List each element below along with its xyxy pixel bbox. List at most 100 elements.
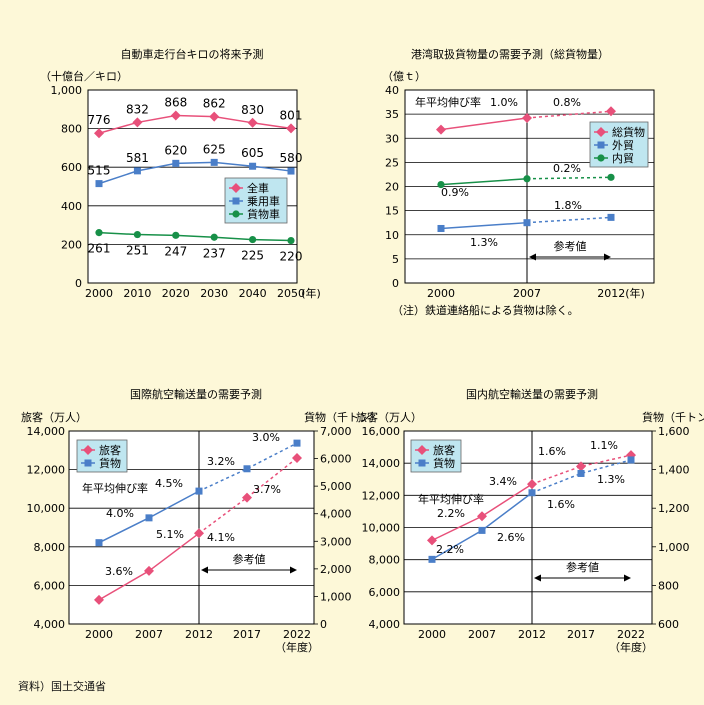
data-point [247, 117, 258, 128]
y-tick-label: 12,000 [27, 464, 66, 477]
data-point [286, 123, 296, 134]
y-tick-label: 800 [61, 123, 82, 136]
data-label: 220 [280, 250, 303, 264]
series-line [440, 117, 528, 131]
growth-rate-value: 2.2% [437, 507, 465, 520]
data-point [94, 594, 104, 605]
y2-tick-label: 7,000 [320, 425, 352, 438]
data-label: 868 [164, 95, 187, 109]
growth-rate-value: 2.2% [436, 543, 464, 556]
data-point [95, 229, 103, 237]
chart-vehicle-km: 0 200 400 600 800 1,000 2000 2010 2020 2030 2040 20… [40, 47, 321, 300]
data-point [133, 167, 141, 175]
x-tick-label: 2000 [427, 287, 455, 300]
y-tick-label: 35 [385, 108, 399, 121]
series-line [98, 114, 292, 134]
growth-rate-value: 1.3% [597, 473, 625, 486]
y2-tick-label: 4,000 [320, 508, 352, 521]
y-tick-label: 16,000 [362, 425, 401, 438]
y2-tick-label: 1,000 [658, 541, 690, 554]
growth-rate-value: 3.6% [105, 565, 133, 578]
y-tick-label: 20 [385, 181, 399, 194]
series-line-forecast [526, 110, 612, 119]
series-line [440, 178, 528, 186]
y-tick-label: 8,000 [369, 554, 401, 567]
y-tick-label: 12,000 [362, 489, 401, 502]
legend-label: 貨物車 [247, 207, 280, 221]
legend-marker [83, 445, 93, 455]
y-tick-label: 40 [385, 84, 399, 97]
data-point [437, 224, 445, 232]
data-point [170, 110, 181, 121]
y-tick-label: 6,000 [34, 579, 66, 592]
data-point [528, 489, 536, 497]
data-point [249, 235, 257, 244]
data-point [242, 492, 252, 503]
chart-title: 国内航空輸送量の需要予測 [466, 387, 598, 401]
y2-tick-label: 800 [658, 579, 679, 592]
growth-rate-value: 0.2% [553, 162, 581, 175]
y-tick-label: 600 [61, 161, 82, 174]
y2-tick-label: 5,000 [320, 480, 352, 493]
data-label: 225 [241, 249, 264, 263]
data-point [428, 555, 436, 563]
series-line-forecast [198, 442, 298, 492]
data-label: 581 [126, 151, 149, 165]
y-tick-label: 0 [75, 277, 82, 290]
growth-rate-value: 3.4% [489, 475, 517, 488]
y-axis-label: 旅客（万人） [21, 410, 87, 424]
chart-title: 国際航空輸送量の需要予測 [130, 387, 262, 401]
data-label: 261 [88, 242, 111, 256]
y-tick-label: 14,000 [362, 457, 401, 470]
growth-rate-value: 3.7% [253, 483, 281, 496]
chart-title: 港湾取扱貨物量の需要予測（総貨物量） [411, 47, 609, 61]
data-label: 605 [241, 146, 264, 160]
reference-arrow-right [604, 253, 611, 261]
data-point [606, 106, 616, 117]
reference-arrow-right [290, 566, 297, 574]
x-tick-label: 2040 [239, 287, 267, 300]
y-tick-label: 5 [392, 253, 399, 266]
data-point [194, 528, 204, 539]
y-tick-label: 30 [385, 132, 399, 145]
y-axis-label: （億ｔ） [382, 70, 426, 83]
data-label: 830 [241, 103, 264, 117]
legend-marker [231, 183, 241, 193]
legend-box [410, 439, 462, 473]
legend-label: 全車 [247, 181, 269, 195]
y-tick-label: 10,000 [362, 522, 401, 535]
growth-rate-value: 1.0% [490, 96, 518, 109]
y-tick-label: 10 [385, 229, 399, 242]
series-line [98, 231, 292, 242]
source-note: 資料）国土交通省 [18, 680, 106, 693]
data-point [527, 479, 537, 490]
y-tick-label: 25 [385, 156, 399, 169]
legend-marker [597, 154, 605, 162]
x-tick-label: 2022 [617, 628, 645, 641]
growth-rate-value: 1.6% [547, 498, 575, 511]
chart-title: 自動車走行台キロの将来予測 [121, 47, 264, 61]
growth-rate-value: 2.6% [497, 531, 525, 544]
legend-label: 総貨物 [612, 125, 645, 139]
growth-rate-value: 3.0% [252, 431, 280, 444]
x-tick-label: 2007 [468, 628, 496, 641]
y2-tick-label: 3,000 [320, 535, 352, 548]
data-label: 625 [203, 142, 226, 156]
data-point [210, 158, 218, 166]
data-point [243, 465, 251, 473]
growth-rate-label: 年平均伸び率 [415, 95, 481, 109]
y2-tick-label: 1,000 [320, 590, 352, 603]
data-point [287, 167, 295, 175]
data-point [209, 111, 220, 122]
legend-label: 外貿 [612, 139, 634, 152]
x-tick-label: 2030 [200, 287, 228, 300]
y-tick-label: 14,000 [27, 425, 66, 438]
reference-range-label: 参考値 [233, 552, 266, 566]
y-tick-label: 0 [392, 277, 399, 290]
legend-label: 旅客 [99, 443, 121, 457]
data-point [95, 180, 103, 188]
x-tick-label: 2012(年) [597, 286, 645, 300]
y-axis-label: 旅客（万人） [356, 410, 422, 424]
data-label: 237 [203, 246, 226, 260]
